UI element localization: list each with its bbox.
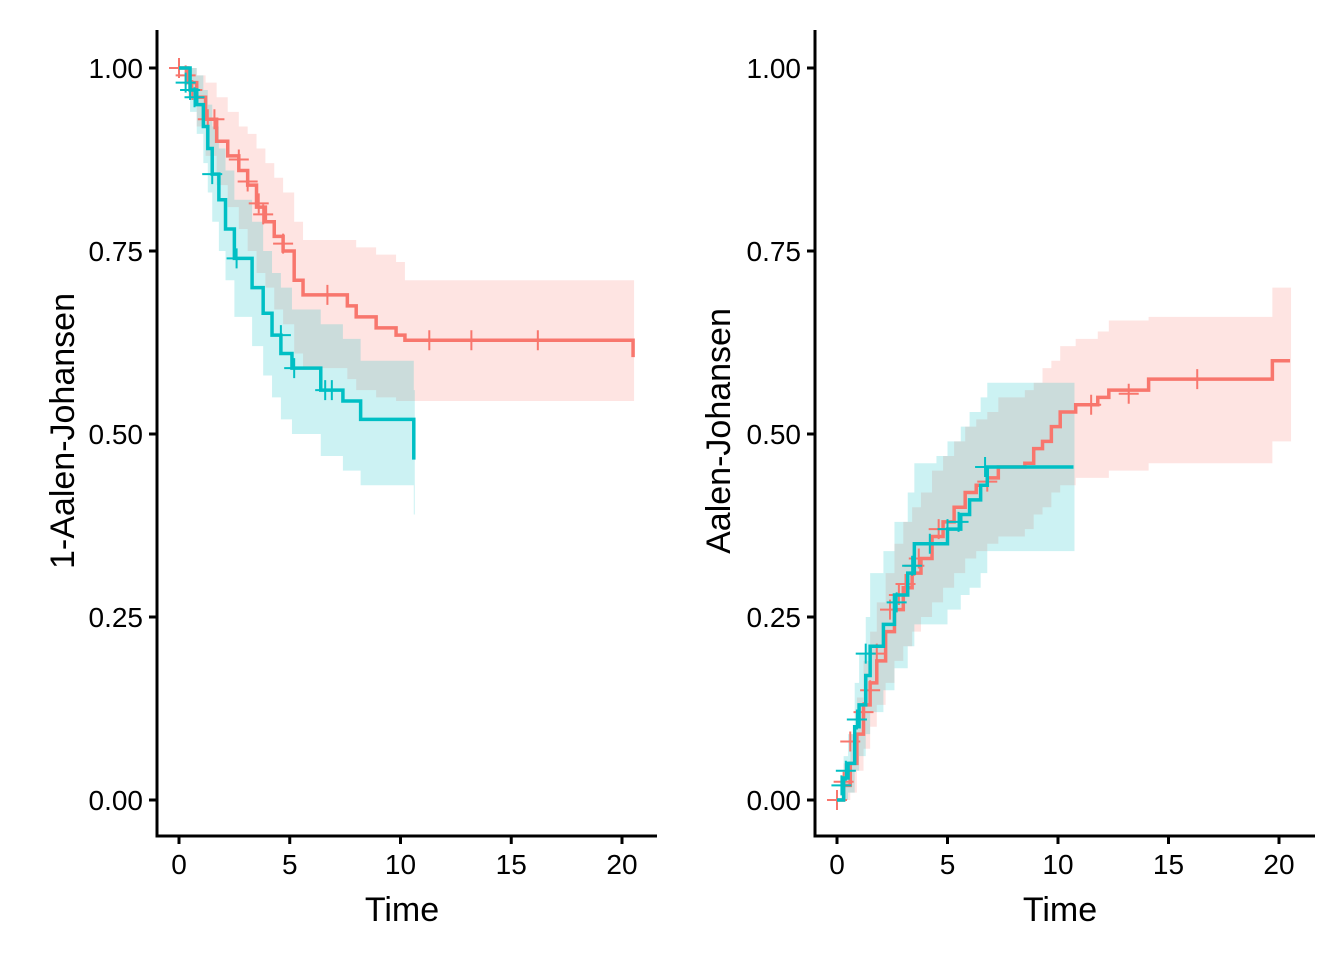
left-panel-1-aalen-johansen: 0.00 0.25 0.50 0.75 1.00 0 5 10 15 20 Time 1-Aalen-… xyxy=(44,30,657,929)
censor-mark-group-1 xyxy=(1187,369,1208,390)
censor-mark-group-1 xyxy=(527,330,548,351)
x-axis-title: Time xyxy=(1023,891,1097,929)
censor-mark-group-2 xyxy=(902,555,923,576)
y-axis-title: 1-Aalen-Johansen xyxy=(44,293,82,569)
confidence-band-group-2 xyxy=(179,68,415,515)
x-tick-label: 0 xyxy=(171,849,187,880)
y-tick-label: 0.25 xyxy=(89,602,144,633)
confidence-band-group-1 xyxy=(837,287,1292,801)
y-tick-label: 1.00 xyxy=(747,53,802,84)
x-tick-label: 10 xyxy=(1042,849,1073,880)
censor-mark-group-2 xyxy=(919,533,940,554)
censor-mark-group-1 xyxy=(840,731,861,752)
censor-mark-group-2 xyxy=(831,775,852,796)
x-axis-title: Time xyxy=(365,891,439,929)
x-tick-label: 5 xyxy=(940,849,956,880)
x-tick-label: 15 xyxy=(496,849,527,880)
y-tick-label: 0.25 xyxy=(747,602,802,633)
censor-mark-group-2 xyxy=(835,760,856,781)
y-tick-label: 0.75 xyxy=(747,236,802,267)
step-line-group-2 xyxy=(837,465,1074,802)
confidence-band-group-2 xyxy=(837,382,1075,800)
y-tick-label: 0.50 xyxy=(747,419,802,450)
censor-mark-group-1 xyxy=(248,193,269,214)
censor-mark-group-1 xyxy=(1081,394,1102,415)
confidence-band-group-1 xyxy=(179,68,635,402)
censor-mark-group-1 xyxy=(204,109,225,130)
censor-mark-group-1 xyxy=(461,330,482,351)
x-tick-label: 0 xyxy=(829,849,845,880)
y-axis-title: Aalen-Johansen xyxy=(700,308,738,554)
x-tick-label: 20 xyxy=(606,849,637,880)
y-tick-label: 1.00 xyxy=(89,53,144,84)
censor-mark-group-1 xyxy=(253,204,274,225)
censor-mark-group-1 xyxy=(419,330,440,351)
x-tick-label: 5 xyxy=(282,849,298,880)
censor-mark-group-1 xyxy=(273,233,294,254)
x-tick-label: 10 xyxy=(385,849,416,880)
censor-mark-group-2 xyxy=(948,511,969,532)
censor-mark-group-1 xyxy=(237,171,258,192)
x-tick-label: 15 xyxy=(1153,849,1184,880)
censor-mark-group-2 xyxy=(226,248,247,269)
x-tick-label: 20 xyxy=(1263,849,1294,880)
censor-mark-group-2 xyxy=(846,709,867,730)
censor-mark-group-2 xyxy=(321,380,342,401)
right-panel-aalen-johansen: 0.00 0.25 0.50 0.75 1.00 0 5 10 15 20 Time Aalen-Jo… xyxy=(700,30,1315,929)
y-tick-label: 0.00 xyxy=(89,785,144,816)
censor-mark-group-1 xyxy=(228,149,249,170)
censor-mark-group-2 xyxy=(937,519,958,540)
censor-mark-group-1 xyxy=(317,284,338,305)
censor-mark-group-2 xyxy=(975,456,996,477)
y-tick-label: 0.75 xyxy=(89,236,144,267)
censor-mark-group-2 xyxy=(284,358,305,379)
censor-mark-group-1 xyxy=(895,574,916,595)
censor-mark-group-2 xyxy=(202,164,223,185)
censor-mark-group-2 xyxy=(855,643,876,664)
censor-mark-group-2 xyxy=(886,592,907,613)
censor-mark-group-2 xyxy=(184,87,205,108)
censor-mark-group-2 xyxy=(270,325,291,346)
y-tick-label: 0.00 xyxy=(747,785,802,816)
censor-mark-group-1 xyxy=(1118,383,1139,404)
y-tick-label: 0.50 xyxy=(89,419,144,450)
censor-mark-group-1 xyxy=(860,680,881,701)
